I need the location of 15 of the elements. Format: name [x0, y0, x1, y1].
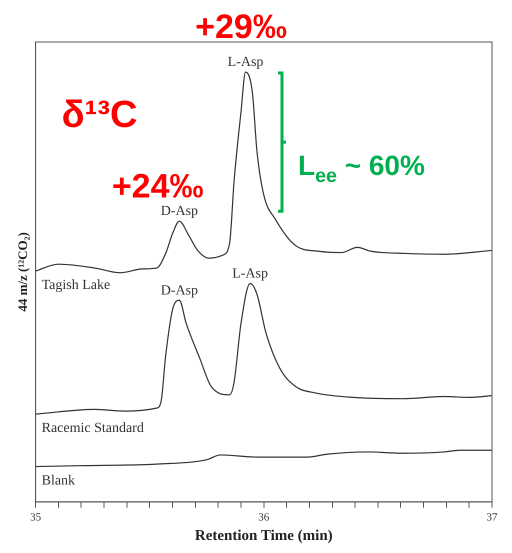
x-tick-label: 37	[486, 511, 498, 524]
annotation: L-Asp	[232, 266, 268, 282]
series-label: Blank	[42, 474, 76, 489]
annotation: δ¹³C	[62, 94, 138, 136]
x-tick-label: 36	[258, 511, 270, 524]
annotation: D-Asp	[160, 204, 198, 220]
x-axis-title: Retention Time (min)	[194, 528, 333, 544]
text: +29‰	[195, 8, 287, 46]
x-tick-label: 35	[30, 511, 42, 524]
y-axis-title: 44 m/z (¹²CO₂)	[15, 232, 30, 312]
annotation: D-Asp	[160, 283, 198, 298]
series-label: Racemic Standard	[42, 421, 144, 436]
series-label: Tagish Lake	[42, 278, 110, 294]
annotation: +24‰	[112, 168, 204, 206]
annotation: L-Asp	[228, 55, 264, 70]
